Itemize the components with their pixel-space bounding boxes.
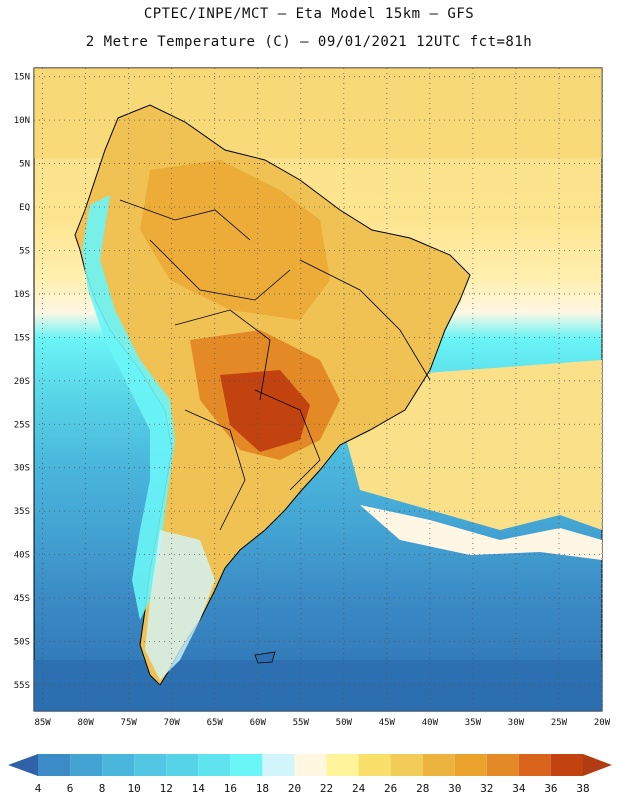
legend-label: 34 bbox=[512, 782, 526, 795]
lat-tick-label: 35S bbox=[14, 507, 30, 517]
legend-label: 36 bbox=[544, 782, 557, 795]
legend-high-arrow bbox=[583, 754, 612, 776]
lon-tick-label: 55W bbox=[293, 718, 310, 728]
legend-label: 4 bbox=[35, 782, 42, 795]
legend-label: 14 bbox=[192, 782, 206, 795]
legend-color-box bbox=[230, 754, 263, 776]
legend-color-box bbox=[262, 754, 295, 776]
lon-tick-label: 40W bbox=[422, 718, 439, 728]
lat-tick-label: 30S bbox=[14, 464, 30, 474]
lat-tick-label: 5N bbox=[19, 160, 30, 170]
legend-color-box bbox=[166, 754, 199, 776]
legend-color-box bbox=[198, 754, 231, 776]
legend-low-arrow bbox=[8, 754, 38, 776]
legend-color-box bbox=[390, 754, 423, 776]
lon-tick-label: 25W bbox=[551, 718, 568, 728]
chart-title-line-2: 2 Metre Temperature (C) – 09/01/2021 12U… bbox=[85, 34, 533, 50]
legend-color-box bbox=[358, 754, 391, 776]
legend-label: 26 bbox=[384, 782, 397, 795]
lat-tick-label: 5S bbox=[19, 246, 30, 256]
legend-label: 16 bbox=[224, 782, 237, 795]
lon-tick-label: 65W bbox=[207, 718, 224, 728]
legend-label: 20 bbox=[288, 782, 301, 795]
lat-tick-label: 25S bbox=[14, 420, 30, 430]
legend-label: 28 bbox=[416, 782, 429, 795]
legend-label: 30 bbox=[448, 782, 461, 795]
legend-color-box bbox=[134, 754, 167, 776]
lat-tick-label: 50S bbox=[14, 637, 30, 647]
legend-label: 12 bbox=[160, 782, 173, 795]
legend-color-box bbox=[38, 754, 71, 776]
lat-tick-label: 45S bbox=[14, 594, 30, 604]
lat-tick-label: 15N bbox=[14, 73, 30, 83]
legend-label: 8 bbox=[99, 782, 106, 795]
lat-tick-label: 10S bbox=[14, 290, 30, 300]
legend-color-box bbox=[486, 754, 519, 776]
lon-tick-label: 50W bbox=[336, 718, 353, 728]
legend-label: 18 bbox=[256, 782, 269, 795]
legend-label: 32 bbox=[480, 782, 493, 795]
legend-label: 6 bbox=[67, 782, 74, 795]
lon-tick-label: 70W bbox=[164, 718, 181, 728]
legend-label: 24 bbox=[352, 782, 366, 795]
chart-title-line-1: CPTEC/INPE/MCT – Eta Model 15km – GFS bbox=[143, 6, 475, 22]
lat-tick-label: 15S bbox=[14, 333, 30, 343]
lon-tick-label: 85W bbox=[34, 718, 51, 728]
color-legend: 4 6 8 10 12 14 16 18 20 22 24 26 28 30 32 34 36 38 bbox=[8, 754, 612, 795]
lon-tick-label: 60W bbox=[250, 718, 267, 728]
legend-label: 10 bbox=[128, 782, 141, 795]
lat-tick-label: 10N bbox=[14, 116, 30, 126]
lon-tick-label: 35W bbox=[465, 718, 482, 728]
legend-color-box bbox=[422, 754, 455, 776]
legend-label: 38 bbox=[576, 782, 589, 795]
lon-tick-label: 75W bbox=[121, 718, 138, 728]
temperature-map: 15N 10N 5N EQ 5S 10S 15S 20S 25S 30S 35S 40S 45S 50S 5… bbox=[14, 67, 611, 728]
lat-tick-label: 20S bbox=[14, 377, 30, 387]
legend-color-box bbox=[70, 754, 103, 776]
legend-color-box bbox=[518, 754, 551, 776]
lon-tick-label: 45W bbox=[379, 718, 396, 728]
legend-color-box bbox=[550, 754, 583, 776]
lon-tick-label: 80W bbox=[78, 718, 95, 728]
lat-tick-label: 40S bbox=[14, 551, 30, 561]
lon-tick-label: 30W bbox=[508, 718, 525, 728]
lat-tick-label: EQ bbox=[19, 203, 30, 213]
legend-label: 22 bbox=[320, 782, 333, 795]
legend-color-box bbox=[326, 754, 359, 776]
legend-color-box bbox=[454, 754, 487, 776]
legend-color-box bbox=[102, 754, 135, 776]
legend-color-box bbox=[294, 754, 327, 776]
lon-tick-label: 20W bbox=[594, 718, 611, 728]
lat-tick-label: 55S bbox=[14, 681, 30, 691]
